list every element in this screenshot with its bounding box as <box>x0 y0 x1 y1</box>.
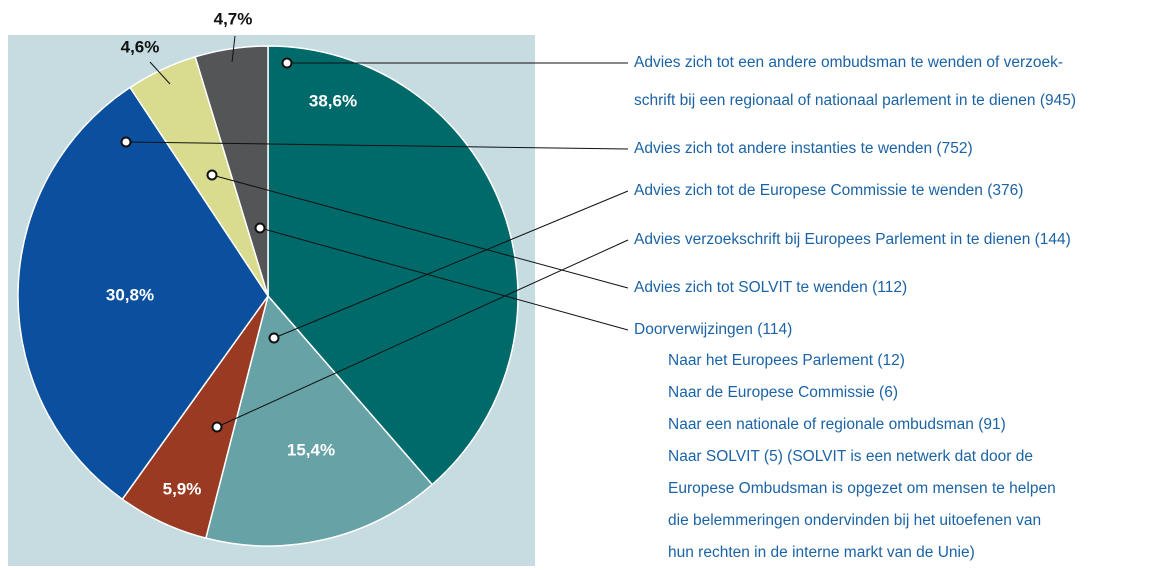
legend-label: Doorverwijzingen (114) <box>634 321 792 338</box>
legend-label: Advies zich tot andere instanties te wen… <box>634 140 973 157</box>
value-label: 4,7% <box>214 9 253 28</box>
leader-dot <box>281 57 293 69</box>
leader-line <box>211 174 629 289</box>
pie-slice <box>17 86 269 501</box>
legend-label: Advies zich tot SOLVIT te wenden (112) <box>634 279 907 296</box>
leader-dot <box>254 222 266 234</box>
legend-label: Advies zich tot een andere ombudsman te … <box>634 54 1063 71</box>
label-pointer <box>231 35 236 63</box>
legend-label: schrift bij een regionaal of nationaal p… <box>634 92 1076 109</box>
legend-detail: hun rechten in de interne markt van de U… <box>668 544 975 561</box>
value-label: 4,6% <box>121 37 160 56</box>
legend-detail: Naar SOLVIT (5) (SOLVIT is een netwerk d… <box>668 448 1033 465</box>
value-label: 5,9% <box>163 479 202 498</box>
pie-slice <box>204 294 434 547</box>
legend-label: Advies zich tot de Europese Commissie te… <box>634 182 1023 199</box>
value-label: 30,8% <box>106 285 154 304</box>
label-pointer <box>149 61 171 85</box>
leader-line <box>259 227 629 331</box>
leader-line <box>125 141 629 150</box>
legend-detail: Europese Ombudsman is opgezet om mensen … <box>668 480 1056 497</box>
legend-detail: Naar een nationale of regionale ombudsma… <box>668 416 1006 433</box>
value-label: 38,6% <box>309 91 357 110</box>
value-label: 15,4% <box>287 440 335 459</box>
legend-detail: Naar de Europese Commissie (6) <box>668 384 898 401</box>
leader-line <box>216 239 629 428</box>
pie-slice <box>194 45 269 297</box>
leader-dot <box>206 169 218 181</box>
legend-label: Advies verzoekschrift bij Europees Parle… <box>634 231 1071 248</box>
leader-dot <box>268 332 280 344</box>
leader-line <box>273 190 629 339</box>
legend-detail: die belemmeringen ondervinden bij het ui… <box>668 512 1041 529</box>
legend-detail: Naar het Europees Parlement (12) <box>668 352 905 369</box>
leader-dot <box>211 421 223 433</box>
leader-dot <box>120 136 132 148</box>
